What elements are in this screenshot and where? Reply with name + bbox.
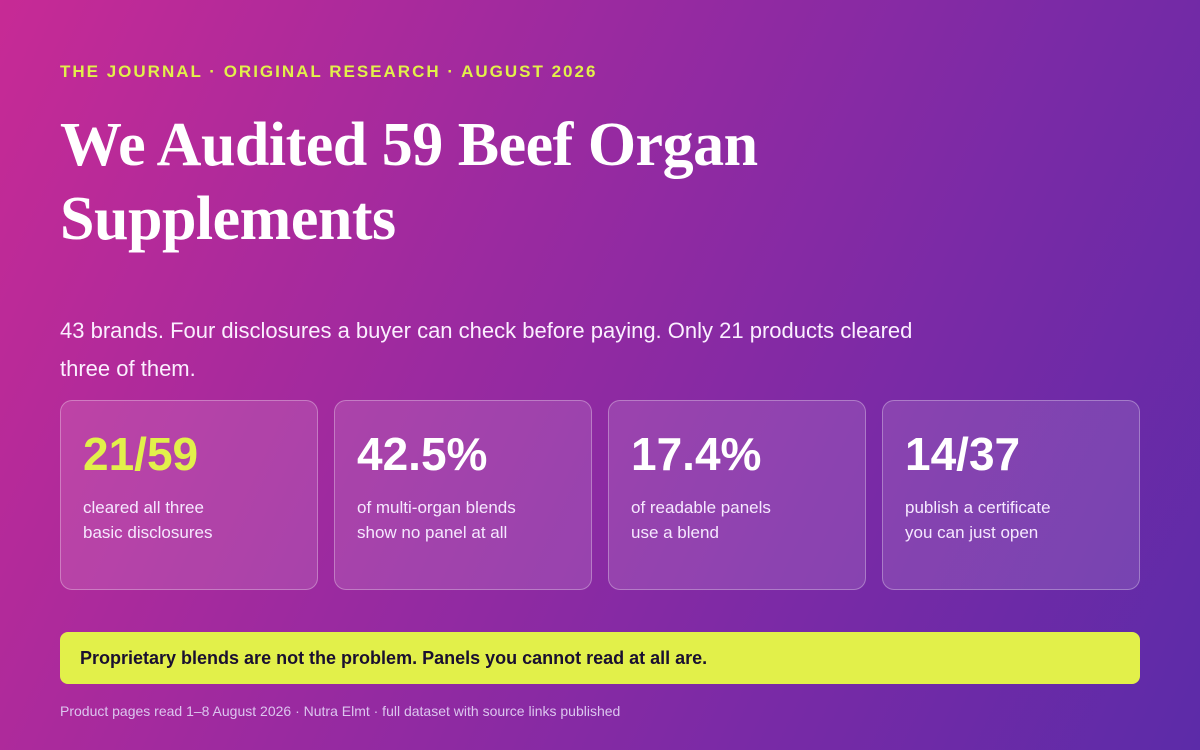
stat-label: of multi-organ blends show no panel at al… [357, 495, 569, 545]
stat-label-line: use a blend [631, 523, 719, 542]
stat-label-line: of multi-organ blends [357, 498, 516, 517]
stat-value: 17.4% [631, 428, 762, 480]
stat-card: 21/59 cleared all three basic disclosures [60, 400, 318, 590]
stat-card: 14/37 publish a certificate you can just o… [882, 400, 1140, 590]
stat-card: 17.4% of readable panels use a blend [608, 400, 866, 590]
stat-label-line: basic disclosures [83, 523, 213, 542]
callout: Proprietary blends are not the problem. … [60, 632, 1140, 684]
stat-cards: 21/59 cleared all three basic disclosures 4… [60, 400, 1140, 590]
stat-value: 42.5% [357, 428, 488, 480]
stat-label-line: of readable panels [631, 498, 771, 517]
footer: Product pages read 1–8 August 2026 · Nut… [60, 703, 621, 719]
stat-label-line: you can just open [905, 523, 1039, 542]
stat-value: 14/37 [905, 428, 1021, 480]
stat-label-line: publish a certificate [905, 498, 1051, 517]
stat-value: 21/59 [83, 428, 199, 480]
title: We Audited 59 Beef Organ Supplements [60, 111, 758, 253]
stat-card: 42.5% of multi-organ blends show no panel … [334, 400, 592, 590]
kicker: THE JOURNAL · ORIGINAL RESEARCH · AUGUST… [60, 62, 598, 81]
description: 43 brands. Four disclosures a buyer can … [60, 318, 913, 381]
stat-label: publish a certificate you can just open [905, 495, 1117, 545]
stat-label-line: show no panel at all [357, 523, 508, 542]
stat-label-line: cleared all three [83, 498, 204, 517]
stat-label: cleared all three basic disclosures [83, 495, 295, 545]
stat-label: of readable panels use a blend [631, 495, 843, 545]
